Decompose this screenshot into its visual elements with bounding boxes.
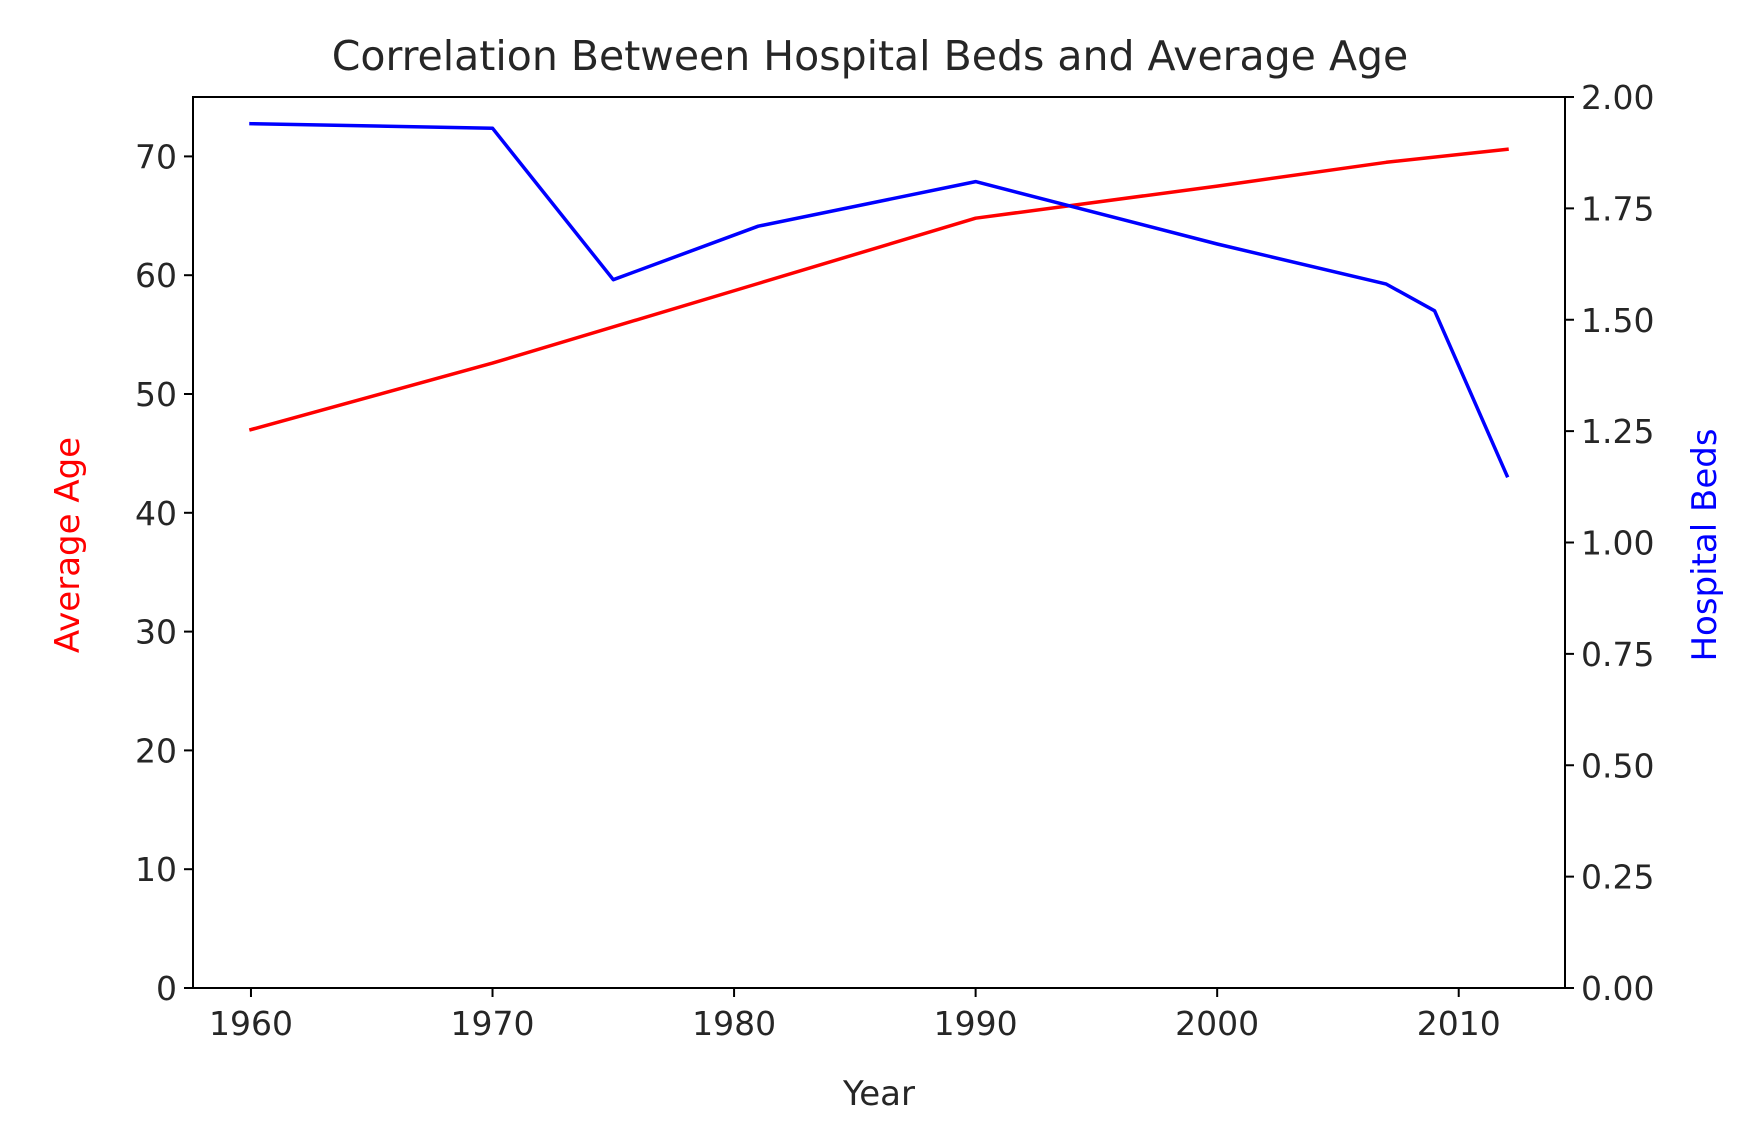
left-y-tick-label: 0 — [156, 969, 177, 1008]
x-tick-label: 2010 — [1417, 1004, 1501, 1043]
right-y-tick-label: 1.00 — [1581, 524, 1654, 563]
x-tick-label: 1970 — [451, 1004, 535, 1043]
left-y-tick-label: 40 — [135, 494, 177, 533]
left-y-tick-label: 20 — [135, 731, 177, 770]
right-y-tick-label: 1.50 — [1581, 301, 1654, 340]
x-axis-ticks: 1960 1970 1980 1990 2000 2010 — [209, 988, 1501, 1043]
x-axis-title: Year — [842, 1074, 915, 1114]
plot-frame — [192, 96, 1566, 989]
right-y-axis-ticks: 0.00 0.25 0.50 0.75 1.00 1.25 1.50 1.75 2.00 — [1565, 78, 1654, 1008]
right-y-tick-label: 0.00 — [1581, 969, 1654, 1008]
left-y-tick-label: 30 — [135, 613, 177, 652]
series-layer — [248, 121, 1510, 479]
x-tick-label: 1960 — [209, 1004, 293, 1043]
chart-title: Correlation Between Hospital Beds and Av… — [332, 32, 1409, 80]
left-y-axis-title: Average Age — [48, 437, 88, 653]
right-y-tick-label: 0.25 — [1581, 858, 1654, 897]
left-y-axis-ticks: 0 10 20 30 40 50 60 70 — [135, 137, 193, 1008]
left-y-tick-label: 10 — [135, 850, 177, 889]
x-tick-label: 1990 — [934, 1004, 1018, 1043]
left-y-tick-label: 50 — [135, 375, 177, 414]
average-age-series-line — [248, 147, 1509, 432]
right-y-tick-label: 0.75 — [1581, 635, 1654, 674]
x-tick-label: 1980 — [692, 1004, 776, 1043]
right-y-tick-label: 1.25 — [1581, 412, 1654, 451]
right-y-axis-title: Hospital Beds — [1685, 428, 1725, 661]
right-y-tick-label: 0.50 — [1581, 746, 1654, 785]
left-y-tick-label: 60 — [135, 256, 177, 295]
left-y-tick-label: 70 — [135, 137, 177, 176]
right-y-tick-label: 1.75 — [1581, 189, 1654, 228]
hospital-beds-series-line — [249, 121, 1510, 479]
right-y-tick-label: 2.00 — [1581, 78, 1654, 117]
x-tick-label: 2000 — [1175, 1004, 1259, 1043]
